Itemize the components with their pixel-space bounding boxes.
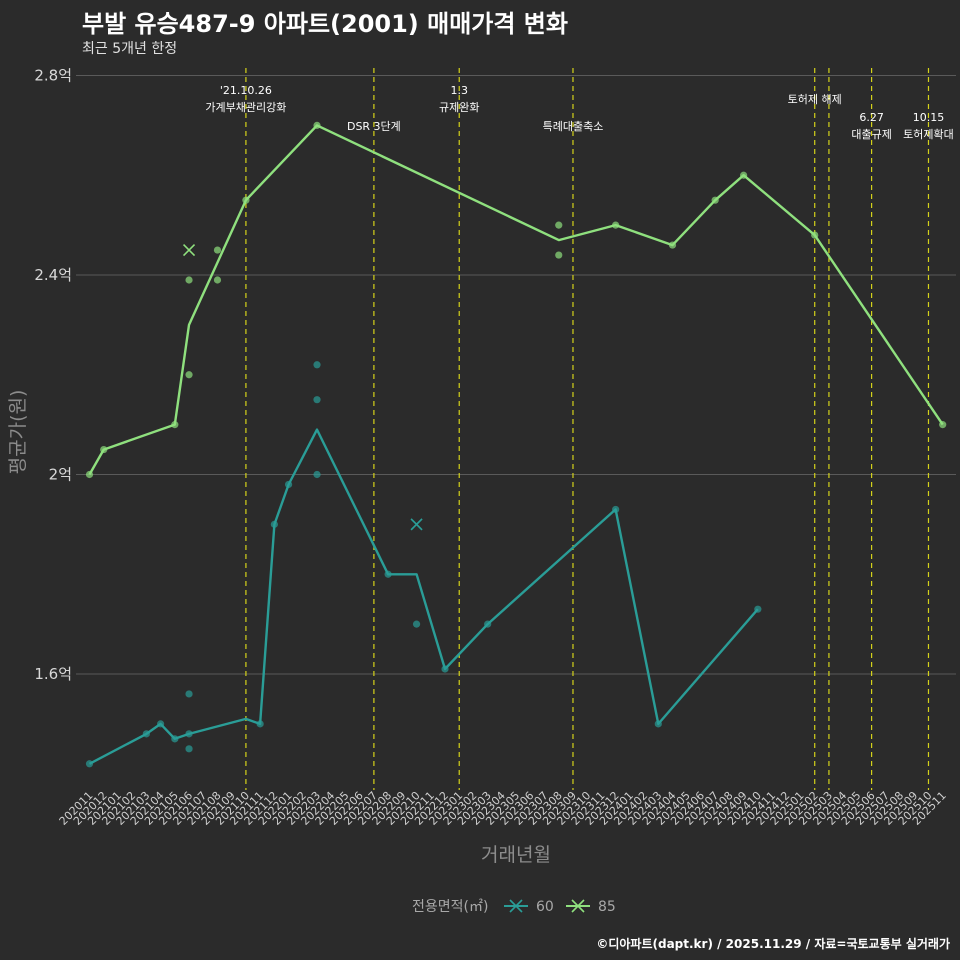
data-point-60 (284, 480, 293, 489)
source-footer: ©디아파트(dapt.kr) / 2025.11.29 / 자료=국토교통부 실… (596, 937, 950, 951)
data-point-60 (612, 505, 620, 514)
data-point-85 (811, 231, 819, 239)
event-label: 규제완화 (439, 101, 479, 114)
event-label: 토허제확대 (903, 128, 954, 141)
event-label: 특례대출축소 (543, 120, 604, 133)
series-line-60 (88, 428, 759, 765)
y-tick-label: 2억 (49, 466, 72, 484)
data-point-60 (754, 605, 762, 613)
legend-label-85: 85 (598, 899, 616, 915)
event-label: DSR 3단계 (347, 120, 401, 133)
data-point-60 (654, 720, 662, 728)
legend-title: 전용면적(㎡) (412, 899, 488, 915)
legend-label-60: 60 (536, 899, 554, 915)
data-point-60 (185, 745, 193, 753)
data-point-85 (555, 221, 563, 229)
legend: 전용면적(㎡) 60 85 (412, 899, 616, 915)
data-point-85 (740, 171, 748, 179)
data-point-60 (270, 520, 278, 528)
data-point-85 (711, 196, 719, 204)
event-label: 6.27 (859, 111, 884, 124)
data-point-60 (185, 690, 193, 698)
data-point-60 (157, 720, 165, 728)
data-point-60 (256, 720, 264, 728)
legend-key-cross-85 (571, 899, 585, 913)
data-point-85 (612, 221, 620, 229)
legend-key-cross-60 (509, 899, 523, 913)
event-label: 가계부채관리강화 (205, 101, 286, 114)
data-point-85 (185, 371, 193, 379)
data-point-60 (441, 665, 449, 673)
data-point-60 (412, 620, 421, 628)
data-point-60 (142, 730, 150, 738)
data-point-85 (213, 276, 222, 284)
event-label: 토허제 해제 (788, 92, 842, 106)
event-label: '21.10.26 (220, 84, 272, 97)
y-axis-label: 평균가(원) (7, 390, 29, 475)
chart-subtitle: 최근 5개년 한정 (82, 41, 178, 57)
data-point-60 (85, 760, 94, 768)
y-tick-label: 2.4억 (34, 266, 72, 284)
event-label: 대출규제 (851, 128, 891, 141)
data-point-60 (484, 620, 492, 628)
chart-title: 부발 유승487-9 아파트(2001) 매매가격 변화 (82, 10, 568, 38)
data-point-60 (384, 570, 392, 578)
y-tick-label: 1.6억 (34, 665, 72, 683)
event-label: 10.15 (913, 111, 945, 124)
cross-marker-85 (182, 243, 196, 257)
event-label: 1.3 (450, 84, 468, 97)
data-point-85 (213, 246, 222, 254)
data-point-60 (171, 735, 179, 743)
data-point-60 (185, 730, 193, 738)
data-point-60 (313, 361, 321, 369)
data-point-85 (668, 241, 677, 249)
data-point-85 (313, 121, 321, 129)
x-axis-label: 거래년월 (481, 844, 551, 866)
cross-marker-60 (410, 518, 423, 531)
y-tick-label: 2.8억 (34, 67, 72, 85)
data-point-85 (85, 470, 94, 479)
data-point-85 (100, 445, 108, 454)
data-point-85 (185, 276, 193, 284)
data-point-85 (939, 421, 947, 429)
data-point-85 (555, 251, 563, 259)
data-point-60 (313, 470, 321, 479)
data-point-85 (242, 196, 250, 204)
data-point-85 (171, 421, 179, 429)
data-point-60 (313, 396, 321, 404)
